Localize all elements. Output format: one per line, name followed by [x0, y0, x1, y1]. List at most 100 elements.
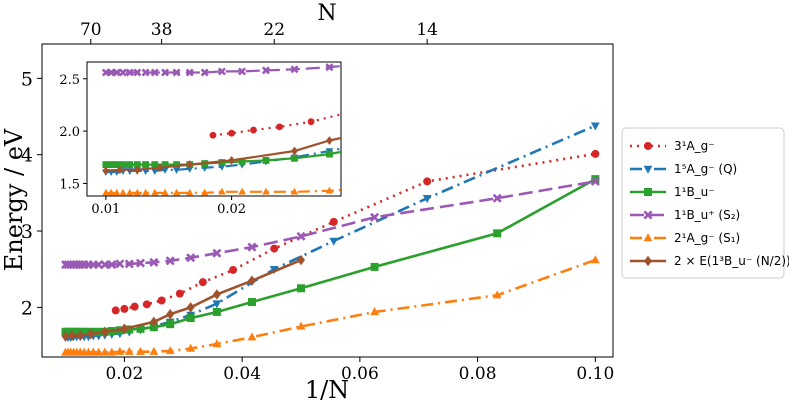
- data-point: [218, 187, 226, 195]
- data-point: [136, 324, 145, 333]
- data-point: [297, 284, 306, 293]
- data-point: [218, 159, 226, 166]
- data-point: [107, 161, 115, 168]
- data-point: [149, 323, 158, 332]
- data-point: [150, 68, 159, 77]
- data-point: [172, 68, 181, 77]
- data-point: [200, 188, 209, 196]
- data-point: [142, 300, 151, 309]
- data-point: [643, 210, 653, 220]
- data-point: [161, 68, 170, 77]
- data-point: [80, 327, 89, 336]
- data-point: [102, 161, 110, 168]
- data-point: [276, 123, 283, 131]
- data-point: [142, 161, 149, 168]
- data-point: [250, 126, 257, 134]
- data-point: [125, 325, 134, 334]
- legend-entry: 3¹A_g⁻: [630, 139, 715, 153]
- data-point: [136, 346, 145, 355]
- data-point: [590, 255, 600, 264]
- data-point: [228, 129, 236, 137]
- series-4: [102, 186, 341, 196]
- inset-y-tick-label: 2.5: [59, 73, 80, 88]
- series-line: [115, 152, 596, 312]
- data-point: [86, 328, 95, 340]
- data-point: [133, 68, 142, 77]
- data-point: [141, 188, 150, 196]
- data-point: [326, 136, 333, 145]
- data-point: [492, 290, 502, 299]
- data-point: [156, 163, 164, 173]
- data-point: [151, 188, 159, 196]
- data-point: [107, 188, 115, 196]
- data-point: [149, 316, 158, 328]
- data-point: [120, 304, 129, 313]
- data-point: [125, 68, 134, 77]
- data-point: [124, 259, 134, 269]
- legend-label: 1⁵A_g⁻ (Q): [674, 162, 737, 176]
- data-point: [198, 278, 207, 287]
- inset-ticks: 0.01 0.02 1.5 2.0 2.5: [59, 73, 246, 217]
- top-axis-label: N: [317, 1, 336, 26]
- data-point: [165, 256, 175, 266]
- legend-label: 2¹A_g⁻ (S₁): [674, 231, 740, 245]
- data-point: [212, 300, 222, 309]
- data-point: [329, 217, 338, 226]
- data-point: [262, 187, 270, 195]
- data-point: [161, 188, 169, 196]
- data-point: [423, 177, 432, 186]
- data-point: [212, 307, 221, 316]
- data-point: [130, 302, 139, 311]
- top-tick-label: 70: [80, 20, 102, 40]
- data-point: [297, 254, 306, 266]
- series-line: [105, 188, 341, 194]
- data-point: [291, 154, 298, 162]
- data-point: [68, 330, 77, 341]
- data-point: [370, 212, 380, 222]
- data-point: [422, 195, 432, 204]
- data-point: [186, 253, 196, 263]
- legend-entry: 1¹B_u⁺ (S₂): [630, 208, 740, 222]
- data-point: [113, 161, 121, 168]
- data-point: [84, 327, 93, 336]
- top-tick-label: 22: [263, 20, 285, 40]
- data-point: [212, 248, 222, 258]
- data-point: [107, 347, 117, 356]
- data-point: [185, 68, 194, 77]
- series-3: [61, 176, 600, 270]
- data-point: [238, 67, 247, 76]
- data-point: [100, 326, 109, 338]
- data-point: [590, 122, 600, 131]
- data-point: [228, 155, 236, 165]
- data-point: [325, 186, 334, 194]
- data-point: [290, 187, 299, 195]
- series-0: [209, 113, 341, 139]
- data-point: [290, 65, 299, 74]
- inset-y-tick-label: 2.0: [59, 125, 80, 140]
- top-tick-label: 14: [416, 20, 438, 40]
- data-point: [115, 259, 125, 269]
- data-point: [217, 67, 226, 76]
- data-point: [141, 68, 150, 77]
- data-point: [126, 188, 134, 196]
- series-4: [61, 255, 600, 356]
- data-point: [262, 157, 270, 164]
- data-point: [119, 188, 127, 196]
- data-point: [135, 258, 146, 268]
- data-point: [115, 346, 125, 355]
- data-point: [370, 262, 379, 271]
- series-3: [101, 63, 341, 77]
- data-point: [118, 68, 127, 77]
- top-tick-label: 38: [151, 20, 173, 40]
- x-tick-label: 0.06: [341, 364, 379, 384]
- data-point: [124, 346, 134, 355]
- data-point: [111, 306, 120, 315]
- data-point: [644, 188, 652, 196]
- x-tick-label: 0.10: [576, 364, 614, 384]
- data-point: [186, 314, 195, 323]
- data-point: [238, 158, 246, 165]
- data-point: [133, 165, 141, 175]
- data-point: [186, 343, 196, 352]
- data-point: [126, 161, 134, 168]
